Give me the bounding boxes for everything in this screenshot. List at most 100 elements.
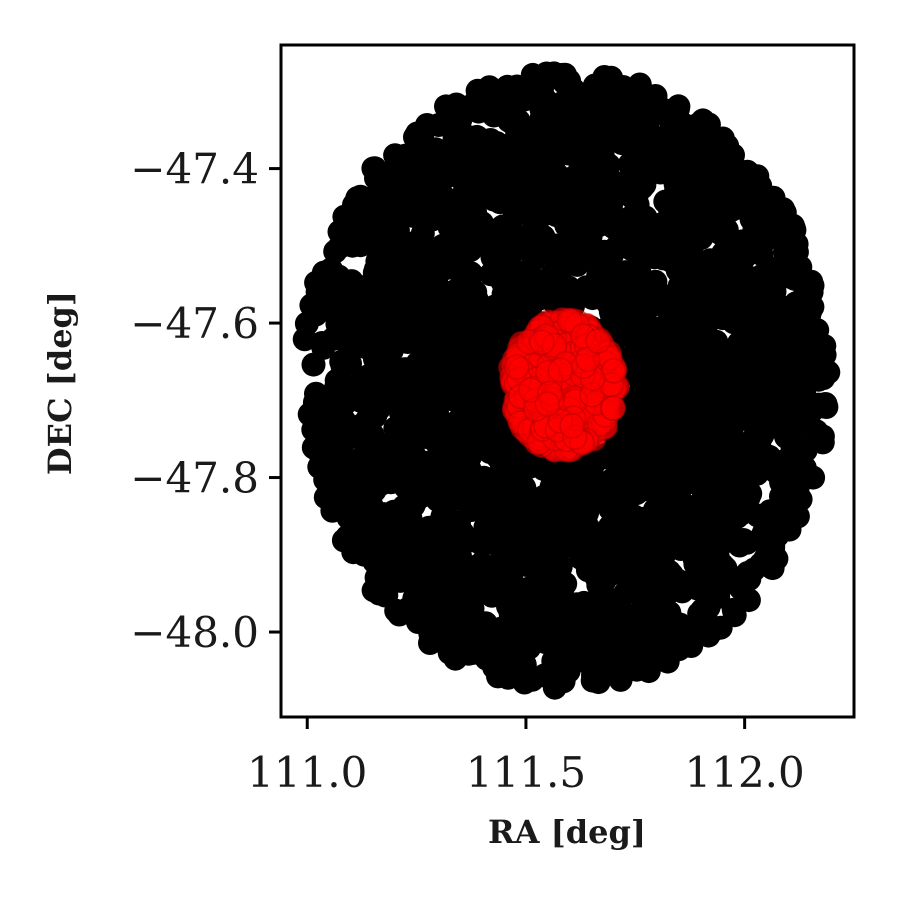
scatter-point bbox=[627, 72, 652, 97]
scatter-point bbox=[389, 379, 414, 403]
scatter-point bbox=[756, 382, 780, 407]
scatter-point bbox=[775, 238, 800, 263]
scatter-point bbox=[613, 313, 638, 338]
scatter-point bbox=[498, 192, 523, 217]
scatter-point bbox=[727, 533, 752, 558]
scatter-point bbox=[678, 179, 703, 204]
scatter-point bbox=[367, 542, 392, 567]
scatter-point bbox=[724, 569, 749, 594]
y-axis-ticks: −47.4 −47.6 −47.8 −48.0 bbox=[130, 145, 281, 657]
scatter-point bbox=[596, 261, 621, 286]
scatter-point bbox=[594, 160, 619, 185]
series-red-points bbox=[498, 307, 631, 463]
scatter-point bbox=[697, 576, 721, 601]
scatter-point bbox=[410, 119, 435, 144]
scatter-point bbox=[753, 304, 778, 329]
scatter-point bbox=[716, 162, 741, 187]
scatter-point bbox=[540, 546, 565, 571]
scatter-point bbox=[405, 188, 430, 213]
scatter-point bbox=[793, 438, 818, 463]
scatter-point bbox=[471, 465, 496, 490]
scatter-point bbox=[685, 522, 710, 547]
scatter-point bbox=[683, 402, 708, 427]
scatter-point bbox=[467, 553, 492, 578]
scatter-point bbox=[471, 614, 496, 638]
scatter-point bbox=[623, 278, 648, 303]
scatter-point bbox=[479, 181, 504, 206]
scatter-point bbox=[529, 329, 555, 356]
scatter-point bbox=[705, 536, 730, 561]
scatter-point bbox=[578, 224, 603, 248]
scatter-point bbox=[679, 634, 704, 658]
scatter-point bbox=[406, 530, 430, 554]
scatter-point bbox=[803, 338, 828, 363]
scatter-point bbox=[330, 350, 355, 374]
y-axis-label: DEC [deg] bbox=[41, 291, 79, 475]
scatter-point bbox=[551, 669, 576, 694]
scatter-point bbox=[448, 331, 473, 356]
scatter-point bbox=[609, 663, 634, 688]
scatter-point bbox=[322, 390, 347, 415]
scatter-point bbox=[414, 468, 439, 493]
scatter-point bbox=[506, 292, 531, 317]
scatter-point bbox=[418, 622, 443, 646]
scatter-point bbox=[411, 238, 436, 263]
scatter-point bbox=[462, 130, 487, 155]
scatter-point bbox=[682, 452, 707, 477]
scatter-point bbox=[490, 135, 515, 160]
scatter-point bbox=[316, 458, 341, 483]
scatter-point bbox=[711, 441, 736, 466]
scatter-point bbox=[698, 372, 723, 397]
scatter-point bbox=[649, 212, 674, 237]
scatter-point bbox=[770, 450, 795, 475]
scatter-point bbox=[606, 210, 631, 235]
scatter-point bbox=[673, 423, 698, 448]
scatter-point bbox=[534, 391, 561, 417]
scatter-point bbox=[714, 217, 739, 242]
scatter-point bbox=[587, 642, 612, 667]
scatter-point bbox=[627, 561, 652, 586]
scatter-point bbox=[357, 272, 382, 297]
scatter-point bbox=[367, 581, 392, 606]
scatter-point bbox=[382, 287, 407, 311]
scatter-point bbox=[498, 102, 523, 126]
scatter-point bbox=[796, 400, 821, 425]
scatter-point bbox=[635, 432, 660, 457]
scatter-point bbox=[575, 500, 600, 525]
scatter-point bbox=[565, 252, 590, 277]
scatter-point bbox=[774, 391, 799, 415]
scatter-point bbox=[403, 551, 428, 576]
x-axis-ticks: 111.0 111.5 112.0 bbox=[247, 717, 805, 797]
scatter-point bbox=[350, 189, 374, 214]
scatter-point bbox=[610, 84, 635, 109]
scatter-point bbox=[370, 223, 395, 248]
scatter-point bbox=[718, 482, 743, 507]
scatter-point bbox=[589, 601, 614, 626]
scatter-point bbox=[685, 153, 710, 178]
scatter-point bbox=[744, 168, 769, 193]
scatter-point bbox=[395, 597, 420, 622]
scatter-point bbox=[636, 120, 661, 145]
scatter-point bbox=[604, 617, 628, 642]
x-tick-label: 111.0 bbox=[247, 748, 367, 797]
scatter-point bbox=[736, 200, 761, 225]
scatter-point bbox=[317, 478, 342, 503]
points-layer bbox=[292, 61, 841, 700]
scatter-point bbox=[633, 301, 658, 325]
scatter-point bbox=[443, 646, 468, 671]
scatter-point bbox=[521, 270, 546, 295]
scatter-point bbox=[435, 477, 460, 502]
scatter-point bbox=[559, 413, 585, 439]
scatter-point bbox=[558, 222, 583, 247]
scatter-point bbox=[574, 146, 599, 171]
scatter-point bbox=[628, 93, 653, 118]
scatter-point bbox=[671, 323, 696, 348]
scatter-point bbox=[581, 84, 606, 109]
scatter-point bbox=[609, 114, 634, 139]
scatter-point bbox=[689, 280, 714, 305]
scatter-point bbox=[421, 300, 446, 325]
scatter-point bbox=[601, 183, 626, 208]
scatter-point bbox=[349, 413, 374, 438]
scatter-point bbox=[506, 602, 531, 627]
scatter-point bbox=[487, 435, 512, 460]
